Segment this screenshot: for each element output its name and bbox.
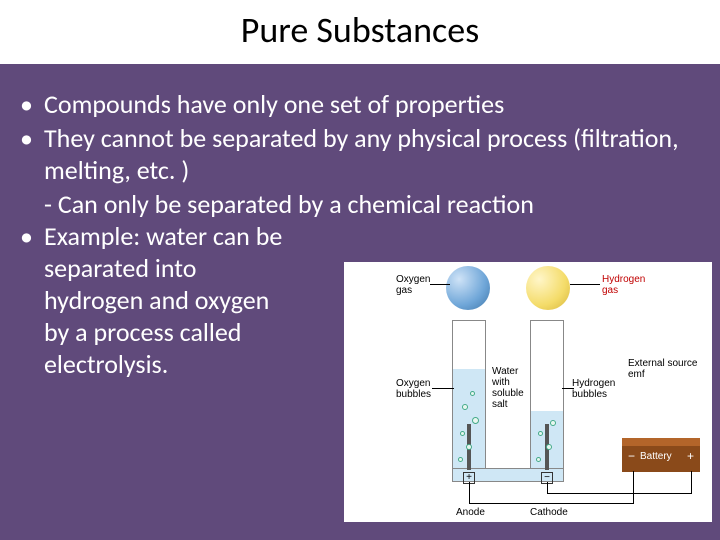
bullet-1: • Compounds have only one set of propert… xyxy=(20,88,700,120)
bubble-icon xyxy=(458,457,463,462)
battery-top xyxy=(622,438,700,446)
bubble-icon xyxy=(462,404,468,410)
bubble-icon xyxy=(460,431,465,436)
lead-line xyxy=(562,388,574,389)
water-salt-label: Water with soluble salt xyxy=(492,366,524,410)
lead-line xyxy=(570,284,600,285)
oxygen-balloon-icon xyxy=(446,266,490,310)
bullet-2: • They cannot be separated by any physic… xyxy=(20,122,700,186)
oxygen-bubbles-label: Oxygen bubbles xyxy=(396,378,431,400)
wire xyxy=(469,503,634,504)
title-bar: Pure Substances xyxy=(0,0,720,64)
wire xyxy=(469,482,470,504)
page-title: Pure Substances xyxy=(0,8,720,52)
wire xyxy=(547,493,692,494)
hydrogen-bubbles-label: Hydrogen bubbles xyxy=(572,378,615,400)
bullet-3-line5: electrolysis. xyxy=(44,348,374,380)
bullet-3-line1: Example: water can be xyxy=(44,220,374,252)
hydrogen-balloon-icon xyxy=(526,266,570,310)
bubble-icon xyxy=(472,417,479,424)
lead-line xyxy=(430,284,450,285)
wire xyxy=(633,471,634,504)
bullet-1-text: Compounds have only one set of propertie… xyxy=(44,88,700,120)
battery-plus: + xyxy=(687,449,694,463)
electrolysis-diagram: + − − Battery + Oxygen gas Hydrogen gas … xyxy=(344,262,712,522)
bullet-3-line3: hydrogen and oxygen xyxy=(44,284,374,316)
wire xyxy=(691,471,692,494)
bubble-icon xyxy=(550,420,556,426)
bubble-icon xyxy=(538,431,543,436)
bubble-icon xyxy=(470,391,475,396)
hydrogen-gas-label: Hydrogen gas xyxy=(602,274,645,296)
battery: − Battery + xyxy=(622,438,700,472)
bullet-dot-icon: • xyxy=(20,220,34,252)
bullet-2-text: They cannot be separated by any physical… xyxy=(44,122,700,186)
bubble-icon xyxy=(546,444,552,450)
bubble-icon xyxy=(536,457,541,462)
lead-line xyxy=(432,388,454,389)
bullet-dot-icon: • xyxy=(20,88,34,120)
bullet-3-line2: separated into xyxy=(44,252,374,284)
bubble-icon xyxy=(466,444,472,450)
battery-minus: − xyxy=(628,449,635,463)
bullet-2-sub: - Can only be separated by a chemical re… xyxy=(44,188,700,220)
bullet-dot-icon: • xyxy=(20,122,34,154)
external-source-label: External source emf xyxy=(628,358,697,380)
oxygen-gas-label: Oxygen gas xyxy=(396,274,430,296)
bullet-3-line4: by a process called xyxy=(44,316,374,348)
battery-label: Battery xyxy=(640,451,672,462)
anode-label: Anode xyxy=(456,507,485,518)
cathode-label: Cathode xyxy=(530,507,568,518)
